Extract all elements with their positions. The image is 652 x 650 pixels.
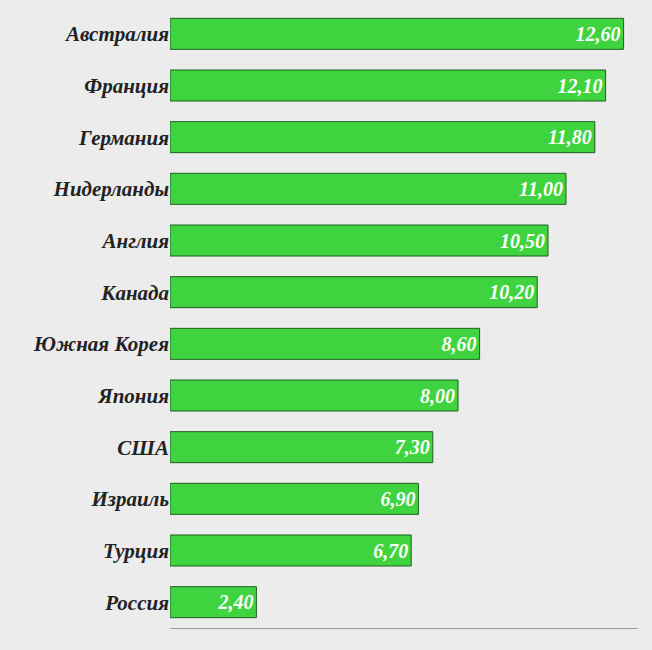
svg-text:Австралия: Австралия xyxy=(64,22,169,46)
svg-text:Япония: Япония xyxy=(97,384,169,408)
svg-text:Канада: Канада xyxy=(100,281,169,305)
svg-text:12,60: 12,60 xyxy=(576,23,621,45)
svg-text:США: США xyxy=(117,436,169,460)
svg-text:Израиль: Израиль xyxy=(90,487,169,511)
svg-text:2,40: 2,40 xyxy=(217,591,253,613)
svg-text:Южная Корея: Южная Корея xyxy=(33,332,169,356)
svg-text:Нидерланды: Нидерланды xyxy=(53,177,169,201)
svg-text:Англия: Англия xyxy=(101,229,170,253)
svg-text:10,50: 10,50 xyxy=(500,230,545,252)
svg-text:6,90: 6,90 xyxy=(380,488,415,510)
svg-text:10,20: 10,20 xyxy=(489,281,534,303)
svg-text:Германия: Германия xyxy=(78,126,169,150)
svg-text:8,00: 8,00 xyxy=(420,385,455,407)
svg-text:8,60: 8,60 xyxy=(442,333,477,355)
svg-text:Турция: Турция xyxy=(103,539,169,563)
svg-text:Россия: Россия xyxy=(104,591,169,615)
svg-text:6,70: 6,70 xyxy=(373,540,408,562)
svg-text:11,00: 11,00 xyxy=(519,178,563,200)
svg-text:Франция: Франция xyxy=(84,74,169,98)
svg-text:7,30: 7,30 xyxy=(395,436,430,458)
svg-text:11,80: 11,80 xyxy=(548,126,592,148)
svg-text:12,10: 12,10 xyxy=(558,75,603,97)
